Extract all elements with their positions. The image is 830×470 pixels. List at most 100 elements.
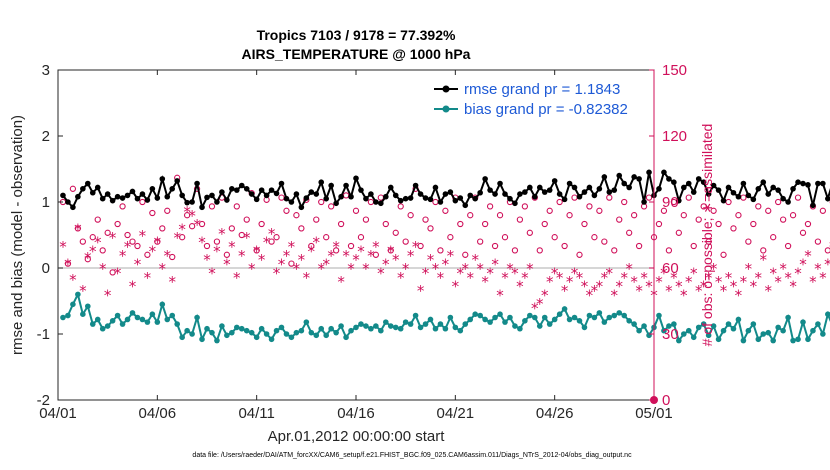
obs-possible-point (710, 207, 717, 214)
obs-possible-point (243, 216, 250, 223)
bias-point (149, 311, 156, 318)
obs-assimilated-point: * (288, 238, 296, 256)
rmse-point (442, 191, 449, 197)
obs-possible-point (779, 216, 787, 223)
rmse-point (234, 187, 240, 193)
obs-assimilated-point: * (144, 269, 152, 287)
rmse-point (497, 180, 503, 187)
obs-assimilated-point: * (188, 207, 196, 225)
obs-possible-point (362, 216, 370, 223)
obs-possible-point (491, 242, 499, 250)
rmse-point (392, 192, 399, 199)
bias-point (631, 321, 637, 327)
rmse-point (313, 191, 320, 197)
rmse-point (631, 174, 637, 180)
obs-possible-point (198, 220, 206, 228)
rmse-point (671, 179, 677, 185)
obs-assimilated-point: * (74, 220, 82, 238)
rmse-point (164, 193, 171, 200)
rmse-point (810, 202, 816, 209)
bias-point (765, 329, 772, 336)
bias-point (209, 329, 215, 336)
obs-assimilated-point: * (367, 247, 375, 265)
obs-possible-point (253, 247, 260, 254)
rmse-point (432, 184, 439, 191)
obs-possible-point (99, 247, 106, 254)
rmse-point (656, 186, 662, 192)
obs-assimilated-point: * (511, 264, 519, 282)
bias-point (740, 337, 747, 344)
obs-assimilated-point: * (258, 251, 266, 269)
rmse-point (114, 193, 121, 200)
obs-assimilated-point: * (546, 273, 554, 291)
rmse-point (457, 195, 464, 201)
obs-possible-point (611, 247, 618, 254)
bias-point (517, 325, 523, 332)
bias-point (616, 310, 623, 316)
rmse-point (378, 200, 384, 207)
bias-point (422, 321, 429, 327)
obs-possible-point (318, 198, 325, 206)
bias-point (258, 325, 265, 332)
obs-possible-point (347, 242, 355, 250)
obs-possible-point (621, 198, 628, 206)
rmse-point (740, 180, 747, 187)
rmse-point (800, 180, 806, 187)
obs-possible-point (357, 234, 365, 241)
rmse-point (407, 195, 414, 201)
obs-assimilated-point: * (452, 278, 460, 296)
rmse-point (253, 196, 260, 203)
obs-possible-point (700, 203, 707, 210)
obs-assimilated-point: * (715, 273, 723, 291)
bias-point (99, 325, 106, 332)
y-left-tick-label: -1 (37, 326, 50, 343)
bias-point (750, 321, 757, 327)
bias-point (790, 337, 796, 344)
rmse-point (333, 200, 339, 207)
obs-assimilated-point: * (769, 264, 777, 282)
y-right-tick-label: 120 (662, 128, 687, 145)
bias-point (532, 314, 538, 321)
rmse-point (199, 204, 205, 211)
y-right-zero-marker (650, 396, 658, 404)
rmse-point (646, 169, 652, 176)
obs-assimilated-point: * (541, 286, 549, 304)
obs-possible-point (675, 229, 682, 236)
rmse-point (353, 175, 359, 182)
rmse-point (94, 184, 101, 191)
rmse-point (621, 180, 627, 187)
obs-assimilated-point: * (308, 242, 316, 260)
bias-point (566, 316, 573, 323)
obs-possible-point (387, 247, 394, 254)
obs-assimilated-point: * (372, 238, 380, 256)
rmse-point (571, 184, 578, 191)
y-axis-label-right: # of obs: o=possible; ∗=assimilated (699, 124, 715, 347)
obs-assimilated-point: * (695, 282, 703, 300)
rmse-point (293, 191, 300, 197)
obs-assimilated-point: * (730, 278, 738, 296)
obs-assimilated-point: * (357, 242, 365, 260)
rmse-point (437, 199, 444, 205)
rmse-point (412, 182, 419, 189)
rmse-point (541, 189, 548, 195)
obs-assimilated-point: * (601, 269, 609, 287)
rmse-point (561, 196, 568, 203)
obs-possible-point (79, 238, 86, 245)
obs-assimilated-point: * (313, 234, 321, 252)
obs-possible-point (804, 220, 812, 228)
bias-point (288, 334, 295, 341)
obs-possible-point (561, 242, 568, 250)
obs-assimilated-point: * (407, 247, 415, 265)
obs-possible-point (725, 198, 732, 206)
bias-point (536, 323, 543, 329)
bias-point (671, 321, 677, 327)
bias-point (273, 327, 280, 334)
bias-point (825, 311, 830, 317)
bias-point (238, 325, 245, 332)
obs-assimilated-point: * (531, 300, 539, 318)
x-tick-label: 04/06 (139, 405, 177, 422)
obs-assimilated-point: * (159, 260, 167, 278)
rmse-point (422, 195, 429, 201)
rmse-point (99, 195, 106, 202)
bias-point (119, 321, 126, 327)
